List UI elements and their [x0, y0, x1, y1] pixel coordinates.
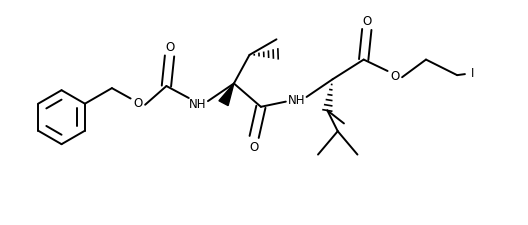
- Text: O: O: [250, 141, 259, 154]
- Text: O: O: [362, 15, 371, 27]
- Text: O: O: [390, 69, 400, 82]
- Text: O: O: [133, 97, 143, 110]
- Polygon shape: [219, 84, 234, 106]
- Text: NH: NH: [189, 97, 206, 110]
- Text: O: O: [165, 41, 174, 54]
- Text: I: I: [471, 67, 474, 80]
- Text: NH: NH: [287, 93, 305, 106]
